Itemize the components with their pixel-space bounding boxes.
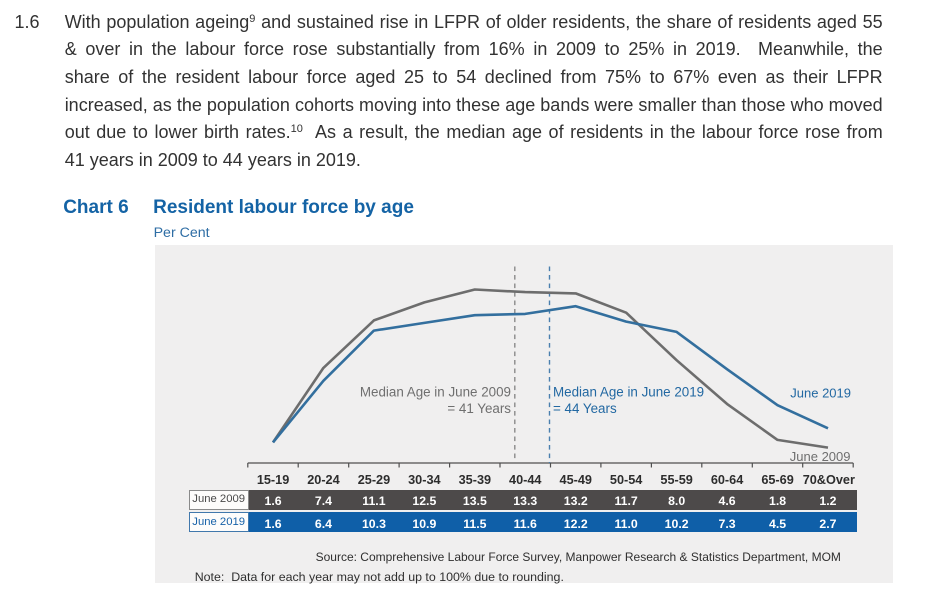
svg-text:June 2009: June 2009	[790, 449, 851, 464]
svg-text:= 41 Years: = 41 Years	[447, 401, 511, 416]
svg-text:= 44 Years: = 44 Years	[553, 401, 617, 416]
svg-text:June 2019: June 2019	[790, 386, 851, 401]
svg-text:Median Age in June 2019: Median Age in June 2019	[553, 385, 704, 400]
svg-text:Median Age in June 2009: Median Age in June 2009	[360, 385, 511, 400]
